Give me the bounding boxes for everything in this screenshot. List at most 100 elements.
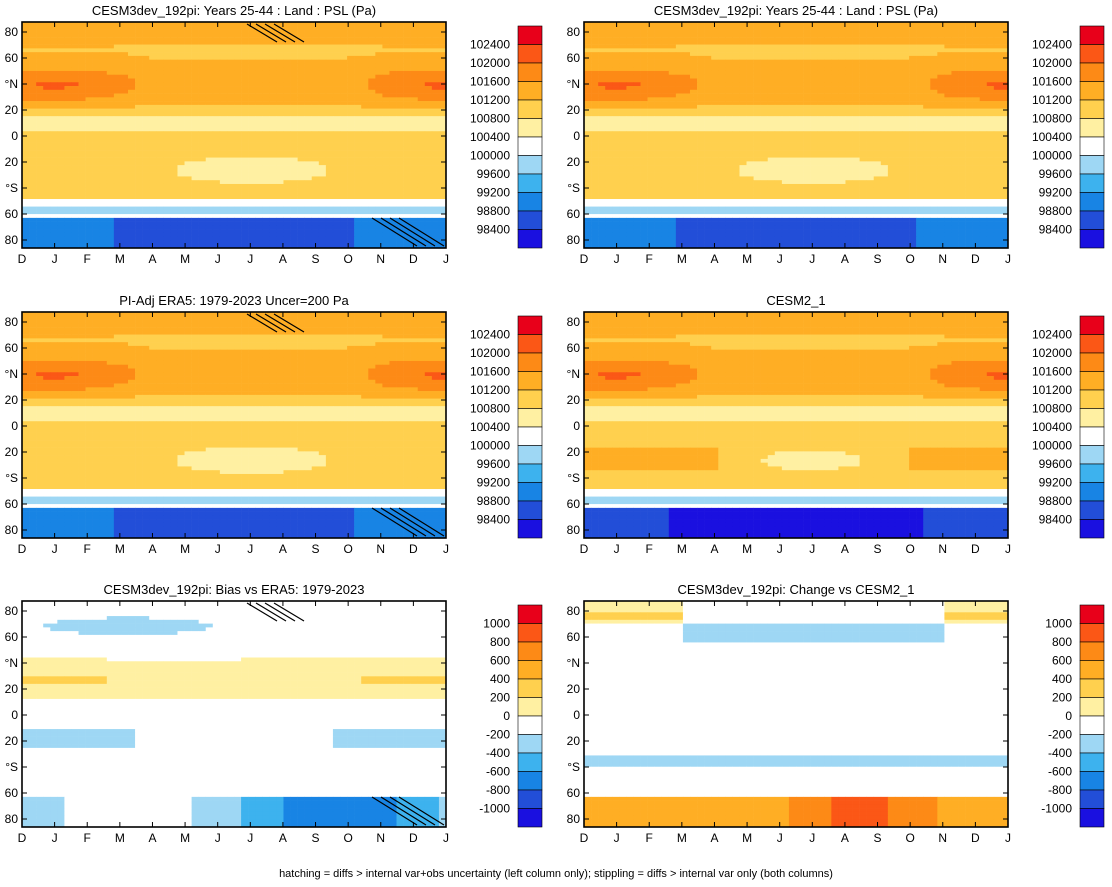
field-cell [64,29,72,34]
field-cell [120,108,129,113]
field-cell [29,217,37,222]
field-cell [675,37,684,42]
field-cell [64,101,72,106]
field-cell [262,44,270,49]
field-cell [64,22,72,27]
field-cell [760,78,769,83]
field-cell [438,244,446,248]
field-cell [396,33,404,38]
field-cell [191,104,199,109]
field-cell [803,37,811,42]
field-cell [50,70,58,76]
field-cell [647,25,655,30]
field-cell [78,33,86,38]
field-cell [22,206,30,211]
field-cell [424,82,433,87]
field-cell [255,44,263,49]
field-cell [99,176,108,181]
field-cell [241,33,249,38]
field-cell [403,55,411,60]
field-cell [106,168,115,173]
field-cell [57,180,65,185]
field-cell [198,40,207,45]
field-cell [297,78,305,83]
field-cell [852,25,860,30]
field-cell [598,78,606,83]
field-cell [389,78,397,83]
field-cell [50,127,58,132]
field-cell [57,119,65,124]
field-cell [290,131,298,136]
field-cell [219,153,228,158]
field-cell [156,240,164,245]
field-cell [198,89,207,94]
field-cell [718,82,726,87]
field-cell [923,33,931,38]
field-cell [177,108,185,113]
field-cell [340,127,348,132]
field-cell [431,135,440,140]
field-cell [682,97,691,102]
field-cell [50,229,58,234]
field-cell [887,29,896,34]
field-cell [170,63,178,68]
field-cell [184,195,192,200]
field-cell [389,86,397,91]
field-cell [156,217,164,222]
field-cell [675,48,684,53]
field-cell [605,93,613,98]
field-cell [106,82,115,87]
field-cell [311,176,320,181]
field-cell [894,86,903,91]
colorbar-swatch [517,155,543,175]
field-cell [803,67,811,72]
field-cell [128,210,136,215]
field-cell [760,86,769,91]
field-cell [311,78,320,83]
field-cell [276,236,284,241]
field-cell [163,240,171,245]
field-cell [212,82,221,87]
field-cell [753,29,761,34]
field-cell [661,59,670,64]
field-cell [781,55,790,60]
field-cell [135,153,143,158]
field-cell [354,44,362,49]
field-cell [732,89,740,94]
field-cell [219,240,228,245]
field-cell [403,108,411,113]
field-cell [725,86,733,91]
field-cell [50,97,58,102]
field-cell [163,172,171,177]
field-cell [297,82,305,87]
field-cell [184,123,192,128]
field-cell [135,157,143,162]
field-cell [923,89,931,94]
field-cell [396,153,404,158]
field-cell [767,29,776,34]
field-cell [149,89,157,94]
field-cell [640,101,648,106]
field-cell [958,44,966,49]
field-cell [340,29,348,34]
field-cell [262,138,270,143]
field-cell [697,33,705,38]
field-cell [824,40,832,45]
field-cell [113,176,122,181]
field-cell [438,127,446,132]
field-cell [135,101,143,106]
field-cell [241,89,249,94]
field-cell [135,116,143,121]
field-cell [226,48,235,53]
field-cell [163,161,171,166]
field-cell [219,135,228,140]
field-cell [668,25,677,30]
field-cell [255,161,263,166]
field-cell [29,195,37,200]
field-cell [368,199,376,204]
field-cell [944,40,952,45]
field-cell [690,33,698,38]
field-cell [283,40,291,45]
field-cell [626,33,634,38]
field-cell [212,119,221,124]
